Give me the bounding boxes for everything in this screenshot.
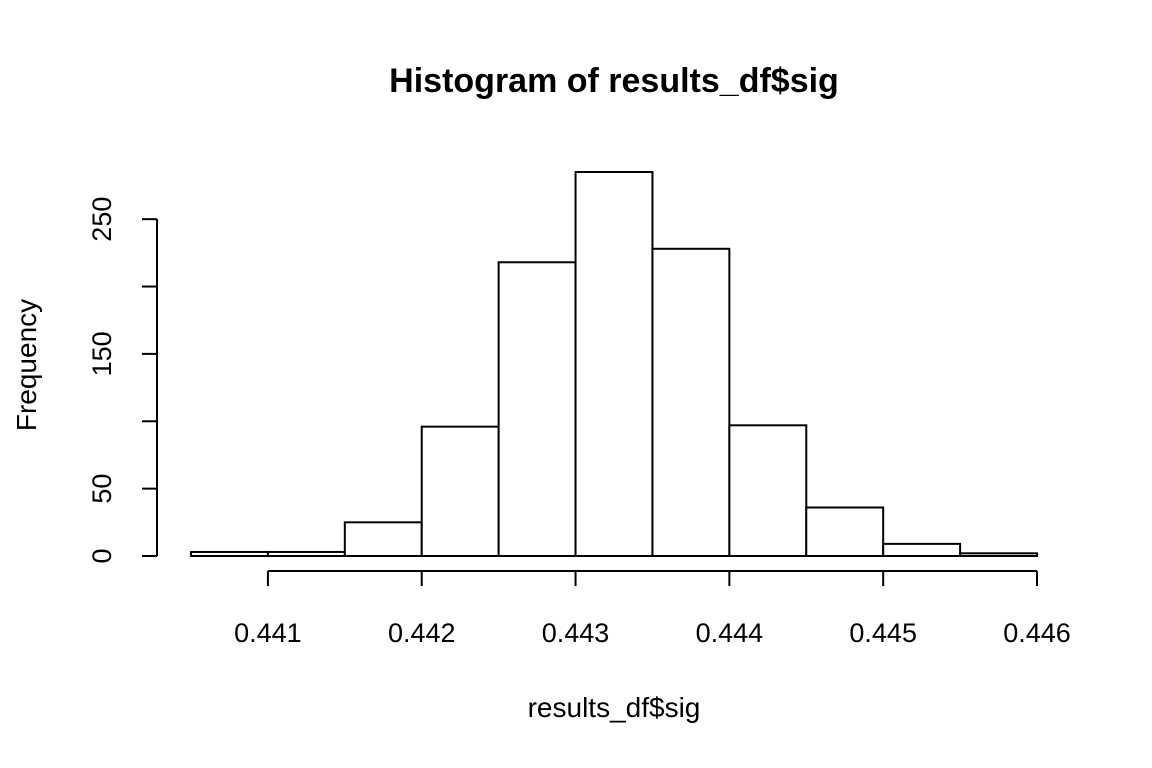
x-axis-title: results_df$sig xyxy=(528,692,701,723)
histogram-bar xyxy=(420,425,500,557)
y-tick-label: 0 xyxy=(87,548,117,563)
histogram-bar xyxy=(805,506,885,558)
y-axis: 0 50 150 250 xyxy=(87,197,158,564)
x-tick-label: 0.441 xyxy=(234,618,302,648)
bars-group xyxy=(190,171,1038,558)
chart-title: Histogram of results_df$sig xyxy=(389,62,839,100)
histogram-bar xyxy=(651,247,731,558)
x-tick-label: 0.443 xyxy=(542,618,610,648)
histogram-bar xyxy=(882,542,962,557)
histogram-bar xyxy=(497,261,577,557)
x-tick-label: 0.442 xyxy=(388,618,456,648)
y-axis-title: Frequency xyxy=(11,299,42,431)
x-axis: 0.441 0.442 0.443 0.444 0.445 0.446 xyxy=(234,570,1071,648)
y-tick-label: 250 xyxy=(87,197,117,242)
x-tick-label: 0.444 xyxy=(696,618,764,648)
x-tick-label: 0.445 xyxy=(849,618,917,648)
y-tick-label: 150 xyxy=(87,331,117,376)
histogram-bar xyxy=(190,550,269,557)
histogram-bar xyxy=(574,171,654,557)
y-tick-label: 50 xyxy=(87,474,117,504)
histogram-bar xyxy=(728,424,808,557)
histogram-bar xyxy=(266,550,346,557)
x-tick-label: 0.446 xyxy=(1003,618,1071,648)
histogram-bar xyxy=(343,521,423,558)
histogram-bar xyxy=(959,552,1038,557)
